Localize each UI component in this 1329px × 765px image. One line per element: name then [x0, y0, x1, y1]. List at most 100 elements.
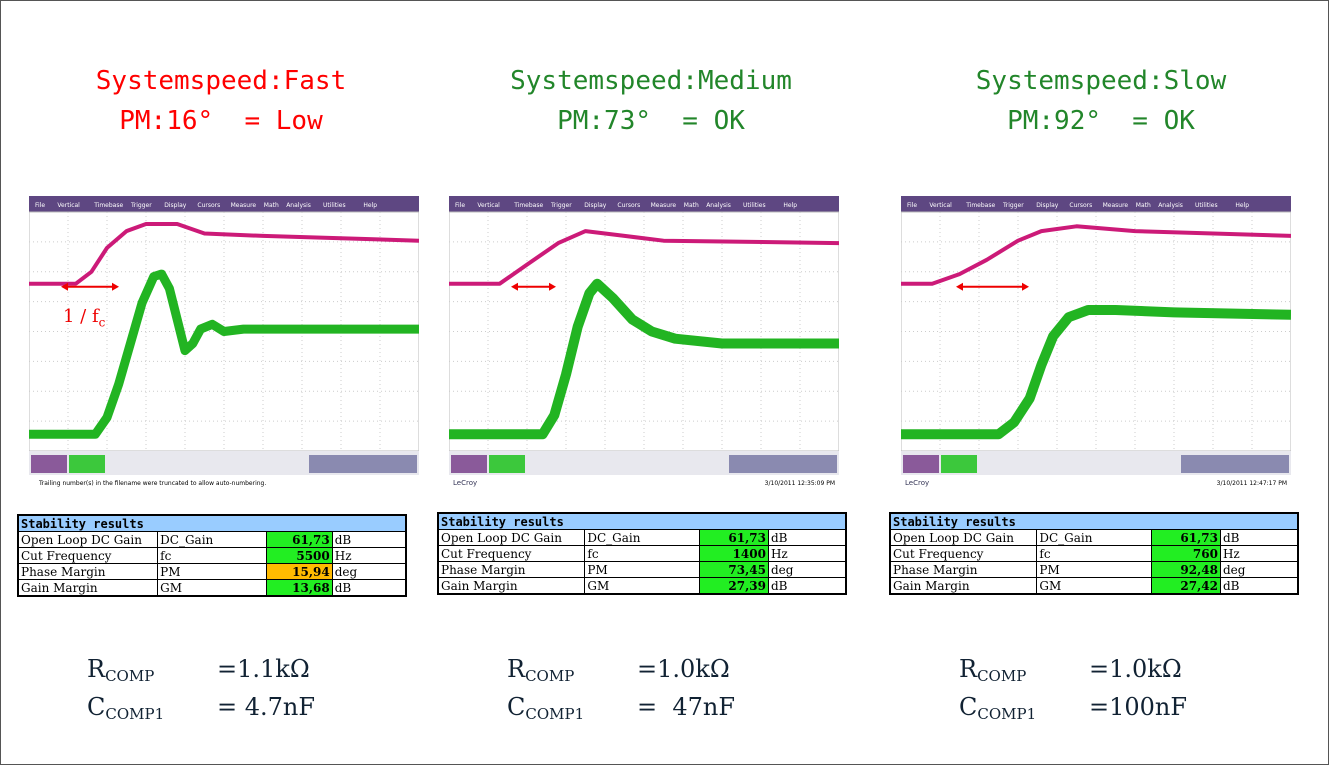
- menu-bar: [29, 196, 419, 212]
- row-label: Gain Margin: [890, 578, 1037, 595]
- row-value: 73,45: [699, 562, 768, 578]
- row-symbol: DC_Gain: [585, 530, 699, 546]
- component-value: =1.1kΩ: [217, 651, 310, 687]
- row-unit: Hz: [1220, 546, 1298, 562]
- menu-item: Analysis: [1158, 202, 1183, 209]
- row-value: 61,73: [1151, 530, 1220, 546]
- component-sub: COMP1: [977, 705, 1036, 723]
- menu-item: Help: [783, 202, 797, 209]
- menu-item: Trigger: [550, 202, 572, 209]
- component-symbol: R: [507, 655, 525, 683]
- row-value: 13,68: [266, 580, 332, 597]
- timebase-box: [309, 455, 417, 473]
- menu-item: Help: [1235, 202, 1249, 209]
- table-row: Open Loop DC GainDC_Gain61,73dB: [18, 532, 406, 548]
- component-value: =100nF: [1089, 689, 1187, 725]
- row-symbol: DC_Gain: [158, 532, 267, 548]
- component-line: RCOMP =1.0kΩ: [507, 651, 807, 694]
- menu-item: Cursors: [617, 202, 640, 209]
- row-value: 15,94: [266, 564, 332, 580]
- channel-box: [451, 455, 487, 473]
- row-label: Phase Margin: [18, 564, 158, 580]
- menu-item: Utilities: [743, 202, 766, 209]
- row-value: 5500: [266, 548, 332, 564]
- menu-item: Vertical: [477, 202, 500, 209]
- row-symbol: PM: [585, 562, 699, 578]
- row-symbol: GM: [1037, 578, 1151, 595]
- timebase-box: [1181, 455, 1289, 473]
- menu-item: Display: [584, 202, 607, 209]
- row-unit: Hz: [332, 548, 406, 564]
- menu-item: Display: [164, 202, 187, 209]
- row-unit: dB: [332, 580, 406, 597]
- panel-title: Systemspeed:Fast: [11, 61, 431, 101]
- menu-item: Cursors: [1069, 202, 1092, 209]
- menu-item: Trigger: [130, 202, 152, 209]
- row-unit: deg: [332, 564, 406, 580]
- component-symbol: R: [959, 655, 977, 683]
- menu-item: Trigger: [1002, 202, 1024, 209]
- menu-item: File: [907, 202, 917, 209]
- menu-item: File: [455, 202, 465, 209]
- table-row: Open Loop DC GainDC_Gain61,73dB: [438, 530, 846, 546]
- row-label: Cut Frequency: [890, 546, 1037, 562]
- row-unit: deg: [768, 562, 846, 578]
- component-sub: COMP: [105, 667, 154, 685]
- component-value: = 4.7nF: [217, 689, 315, 725]
- menu-item: Vertical: [57, 202, 80, 209]
- scope-brand: LeCroy: [905, 479, 929, 487]
- row-symbol: GM: [158, 580, 267, 597]
- menu-item: Help: [363, 202, 377, 209]
- component-value: = 47nF: [637, 689, 735, 725]
- scope-brand: LeCroy: [453, 479, 477, 487]
- menu-item: Cursors: [197, 202, 220, 209]
- row-symbol: DC_Gain: [1037, 530, 1151, 546]
- row-unit: dB: [332, 532, 406, 548]
- component-line: CCOMP1= 47nF: [507, 689, 807, 732]
- panel-title: Systemspeed:Slow: [891, 61, 1311, 101]
- menu-item: Vertical: [929, 202, 952, 209]
- row-unit: dB: [768, 578, 846, 595]
- menu-item: Measure: [1103, 202, 1129, 209]
- plot-area: [901, 212, 1291, 451]
- menu-item: Measure: [651, 202, 677, 209]
- row-label: Open Loop DC Gain: [18, 532, 158, 548]
- table-title: Stability results: [18, 515, 406, 532]
- channel-box: [489, 455, 525, 473]
- row-label: Cut Frequency: [18, 548, 158, 564]
- menu-bar: [901, 196, 1291, 212]
- table-row: Phase MarginPM15,94deg: [18, 564, 406, 580]
- channel-box: [69, 455, 105, 473]
- row-value: 61,73: [699, 530, 768, 546]
- component-value: =1.0kΩ: [637, 651, 730, 687]
- row-symbol: PM: [158, 564, 267, 580]
- component-sub: COMP: [525, 667, 574, 685]
- row-symbol: fc: [585, 546, 699, 562]
- annotation-sub: c: [99, 316, 106, 330]
- pm-line: PM:16° = Low: [11, 101, 431, 141]
- component-sub: COMP: [977, 667, 1026, 685]
- menu-item: Measure: [231, 202, 257, 209]
- timebase-box: [729, 455, 837, 473]
- table-header-row: Stability results: [890, 513, 1298, 530]
- component-symbol: R: [87, 655, 105, 683]
- menu-item: Analysis: [706, 202, 731, 209]
- component-sub: COMP1: [525, 705, 584, 723]
- menu-item: File: [35, 202, 45, 209]
- slide: Systemspeed:FastPM:16° = Low File Vertical…: [0, 0, 1329, 765]
- table-header-row: Stability results: [438, 513, 846, 530]
- pm-line: PM:92° = OK: [891, 101, 1311, 141]
- component-symbol: C: [87, 693, 105, 721]
- menu-item: Math: [264, 202, 279, 209]
- menu-item: Timebase: [965, 202, 995, 209]
